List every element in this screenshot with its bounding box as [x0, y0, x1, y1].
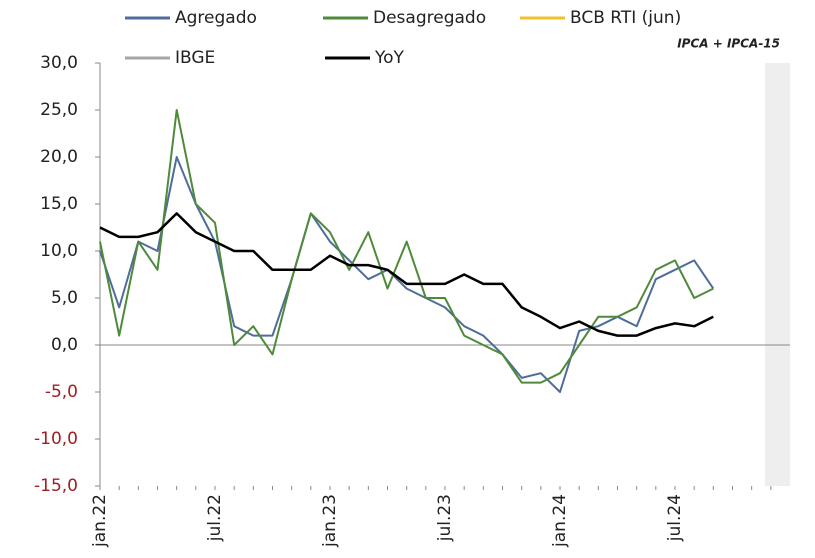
y-tick-label: -5,0: [45, 382, 78, 402]
y-tick-label: -10,0: [34, 429, 78, 449]
y-tick-label: -15,0: [34, 476, 78, 496]
x-tick-label: jan.23: [320, 494, 340, 548]
y-tick-label: 10,0: [40, 241, 78, 261]
x-tick-label: jan.22: [90, 494, 110, 548]
legend-label: Agregado: [175, 8, 257, 28]
shaded-region: [765, 63, 790, 486]
x-tick-label: jul.24: [665, 494, 685, 542]
y-tick-label: 20,0: [40, 147, 78, 167]
series-line: [99, 109, 714, 384]
x-tick-label: jul.22: [205, 494, 225, 542]
x-tick-label: jan.24: [550, 494, 570, 548]
x-tick-label: jul.23: [435, 494, 455, 542]
series-line: [99, 212, 714, 337]
legend-label: YoY: [374, 48, 405, 68]
y-tick-label: 30,0: [40, 53, 78, 73]
y-tick-label: 5,0: [51, 288, 78, 308]
y-tick-label: 0,0: [51, 335, 78, 355]
y-tick-label: 15,0: [40, 194, 78, 214]
legend-label: IBGE: [175, 48, 215, 68]
legend-label: BCB RTI (jun): [570, 8, 681, 28]
y-tick-label: 25,0: [40, 100, 78, 120]
annotation: IPCA + IPCA-15: [677, 37, 780, 51]
legend-label: Desagregado: [373, 8, 486, 28]
series-line: [99, 156, 715, 393]
